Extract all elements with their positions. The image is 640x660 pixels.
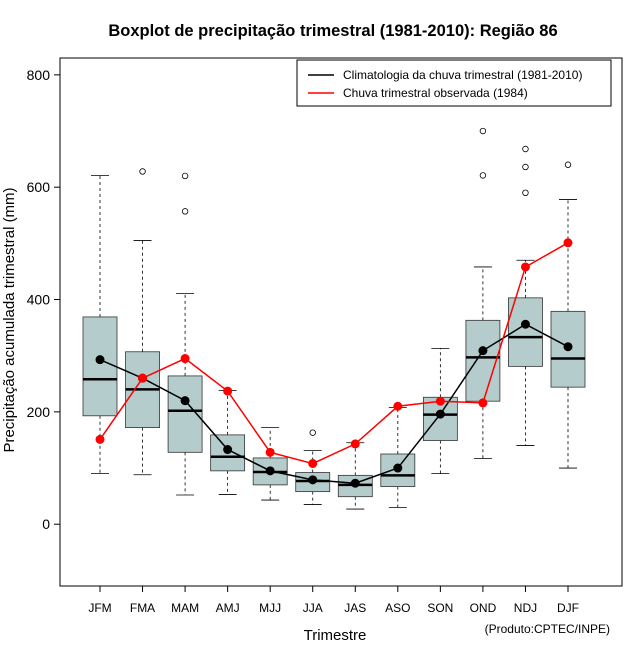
y-tick-label: 400 (27, 292, 51, 308)
outlier-point (522, 189, 529, 197)
series-point (95, 355, 105, 365)
y-tick-label: 200 (27, 404, 51, 420)
x-tick-label: JAS (344, 601, 366, 615)
x-tick-label: NDJ (514, 601, 537, 615)
series-climatology (95, 319, 573, 488)
series-point (520, 319, 530, 329)
x-tick-label: DJF (557, 601, 579, 615)
series-point (520, 262, 530, 272)
series-point (478, 398, 488, 408)
outlier-point (181, 172, 189, 180)
series-point (435, 396, 445, 406)
series-point (95, 434, 105, 444)
y-tick-label: 800 (27, 67, 51, 83)
y-axis-label: Precipitação acumulada trimestral (mm) (1, 187, 18, 452)
x-tick-label: MJJ (259, 601, 281, 615)
series-point (265, 447, 275, 457)
series-point (563, 238, 573, 248)
series-observed (95, 238, 573, 469)
series-line (99, 323, 569, 484)
series-point (478, 346, 488, 356)
x-tick-label: JJA (303, 601, 323, 615)
series-point (393, 463, 403, 473)
series-point (180, 396, 190, 406)
x-axis: JFM FMA MAM AMJ MJJ JJA JAS ASO SON OND NDJ DJF (88, 586, 579, 615)
x-tick-label: OND (470, 601, 497, 615)
series-point (435, 409, 445, 419)
series-point (223, 445, 233, 455)
source-caption: (Produto:CPTEC/INPE) (485, 622, 610, 636)
legend: Climatologia da chuva trimestral (1981-2… (296, 59, 612, 107)
outlier-point (139, 168, 146, 175)
x-tick-label: SON (427, 601, 453, 615)
outlier-point (479, 172, 487, 179)
series-point (308, 459, 318, 469)
outlier-point (522, 145, 529, 153)
series-point (563, 342, 573, 352)
box-ond (465, 127, 501, 459)
iqr-box (465, 319, 501, 402)
plot-area-frame (59, 57, 623, 587)
legend-label-climatology: Climatologia da chuva trimestral (1981-2… (343, 68, 582, 82)
series-point (350, 478, 360, 488)
series-point (180, 354, 190, 364)
x-axis-label: Trimestre (304, 627, 367, 644)
series-point (138, 373, 148, 383)
x-tick-label: FMA (130, 601, 155, 615)
series-group (95, 238, 573, 488)
outlier-point (479, 127, 487, 135)
series-point (265, 466, 275, 476)
y-tick-label: 600 (27, 179, 51, 195)
outlier-point (309, 429, 316, 436)
outlier-point (181, 208, 189, 215)
x-tick-label: JFM (88, 601, 111, 615)
series-line (99, 242, 569, 465)
box-fma (125, 168, 160, 476)
series-point (223, 386, 233, 396)
legend-box (296, 59, 612, 107)
box-jfm (82, 174, 118, 475)
box-group (82, 127, 586, 510)
x-tick-label: AMJ (216, 601, 240, 615)
chart-title: Boxplot de precipitação trimestral (1981… (108, 22, 557, 40)
outlier-point (522, 163, 529, 171)
series-point (393, 401, 403, 411)
y-tick-label: 0 (42, 516, 50, 532)
series-point (308, 475, 318, 485)
legend-label-observed: Chuva trimestral observada (1984) (343, 86, 528, 100)
x-tick-label: ASO (385, 601, 410, 615)
outlier-point (564, 161, 572, 168)
iqr-box (82, 316, 118, 417)
x-tick-label: MAM (171, 601, 199, 615)
y-axis: 0 200 400 600 800 (27, 67, 60, 532)
series-point (350, 439, 360, 449)
